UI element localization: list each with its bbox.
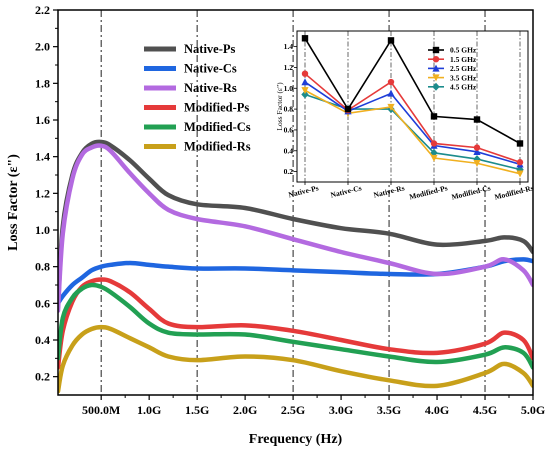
inset-series-2-marker-2 (387, 89, 395, 97)
y-axis-title: Loss Factor (ε") (6, 154, 21, 251)
x-tick-label-7: 4.0G (425, 403, 449, 417)
y-tick-label-1: 0.4 (35, 333, 50, 347)
inset-y-tick-label-2: 0.6 (284, 125, 294, 134)
x-tick-label-6: 3.5G (377, 403, 401, 417)
legend-label-3: Modified-Ps (184, 101, 249, 115)
inset-series-2-marker-0 (301, 78, 309, 86)
legend-label-0: Native-Ps (184, 42, 236, 56)
x-tick-label-0: 500.0M (82, 403, 120, 417)
inset-series-1-marker-4 (473, 144, 481, 151)
inset-x-tick-label-3: Modified-Ps (408, 183, 448, 201)
inset-series-3-marker-5 (516, 170, 524, 178)
main-plot-area: 0.2 0.4 0.6 0.8 1.0 1.2 1.4 1.6 1.8 2.0 2.2 500.0M 1… (6, 3, 545, 447)
inset-series-3-marker-0 (301, 87, 309, 95)
inset-y-tick-label-5: 1.2 (284, 63, 294, 72)
legend-label-2: Native-Rs (184, 81, 237, 95)
inset-y-axis-title: Loss Factor (ε") (275, 82, 284, 131)
series-line-5 (58, 324, 533, 394)
series-line-2 (58, 143, 533, 313)
inset-legend-marker-0 (432, 46, 440, 54)
y-tick-label-3: 0.8 (35, 260, 50, 274)
inset-series-1-marker-3 (430, 140, 438, 147)
inset-legend-label-4: 4.5 GHz (450, 83, 477, 92)
x-tick-label-2: 1.5G (185, 403, 209, 417)
y-tick-label-9: 2.0 (35, 40, 50, 54)
inset-series-1-marker-2 (387, 78, 395, 86)
inset-frame (296, 30, 529, 183)
inset-series-0-marker-1 (344, 105, 352, 113)
inset-x-tick-label-4: Modified-Cs (450, 183, 491, 201)
inset-legend-label-2: 2.5 GHz (450, 64, 477, 73)
x-tick-label-8: 4.5G (473, 403, 497, 417)
legend-label-1: Native-Cs (184, 62, 237, 76)
inset-series-1-marker-0 (301, 70, 309, 77)
x-tick-label-1: 1.0G (137, 403, 161, 417)
inset-y-tick-label-4: 1.0 (284, 84, 294, 93)
inset-y-tick-label-3: 0.8 (284, 105, 294, 114)
inset-series-0-marker-5 (516, 140, 524, 147)
inset-y-tick-label-6: 1.4 (284, 42, 294, 51)
inset-y-tick-label-1: 0.4 (284, 146, 294, 155)
inset-legend-label-3: 3.5 GHz (450, 73, 477, 82)
x-tick-label-3: 2.0G (233, 403, 257, 417)
inset-series-1-marker-5 (516, 159, 524, 166)
legend-label-4: Modified-Cs (184, 120, 251, 134)
x-tick-label-4: 2.5G (281, 403, 305, 417)
inset-legend-marker-1 (432, 56, 440, 63)
inset-legend-label-0: 0.5 GHz (450, 46, 477, 55)
inset-y-tick-label-0: 0.2 (284, 167, 294, 176)
main-plot-frame (57, 9, 534, 396)
inset-series-0-marker-4 (473, 116, 481, 123)
inset-series-0-marker-3 (430, 113, 438, 120)
inset-legend-marker-4 (432, 82, 440, 91)
inset-x-tick-label-0: Native-Ps (287, 183, 319, 199)
inset-series-4-marker-0 (301, 90, 309, 99)
y-tick-label-10: 2.2 (35, 3, 50, 17)
inset-x-tick-label-5: Modified-Rs (493, 183, 534, 201)
y-tick-label-0: 0.2 (35, 370, 50, 384)
inset-legend-marker-2 (432, 64, 440, 72)
y-tick-label-6: 1.4 (35, 150, 50, 164)
x-tick-label-5: 3.0G (329, 403, 353, 417)
inset-series-line-3 (304, 89, 521, 175)
inset-series-0-marker-0 (301, 35, 309, 42)
y-tick-label-8: 1.8 (35, 76, 50, 90)
y-tick-label-7: 1.6 (35, 113, 50, 127)
main-legend: Native-Ps Native-Cs Native-Rs Modified-Ps Mo… (144, 42, 251, 154)
inset-legend-marker-3 (432, 74, 440, 82)
inset-background (297, 31, 528, 182)
y-tick-label-2: 0.6 (35, 296, 50, 310)
inset-x-tick-label-1: Native-Cs (330, 183, 363, 199)
x-axis-title: Frequency (Hz) (249, 432, 343, 447)
main-series-group (58, 139, 533, 394)
inset-series-0-marker-2 (387, 37, 395, 44)
inset-series-line-2 (304, 81, 521, 166)
legend-label-5: Modified-Rs (184, 140, 251, 154)
x-tick-label-9: 5.0G (521, 403, 545, 417)
inset-series-line-0 (304, 37, 521, 145)
series-line-4 (58, 282, 533, 370)
inset-series-3-marker-4 (473, 160, 481, 168)
inset-legend-label-1: 1.5 GHz (450, 55, 477, 64)
inset-series-line-1 (304, 73, 521, 163)
y-tick-label-5: 1.2 (35, 186, 50, 200)
inset-series-3-marker-2 (387, 103, 395, 111)
inset-series-2-marker-4 (473, 148, 481, 155)
series-line-1 (58, 257, 533, 306)
inset-series-3-marker-3 (430, 154, 438, 162)
series-line-3 (58, 277, 533, 370)
y-tick-label-4: 1.0 (35, 223, 50, 237)
